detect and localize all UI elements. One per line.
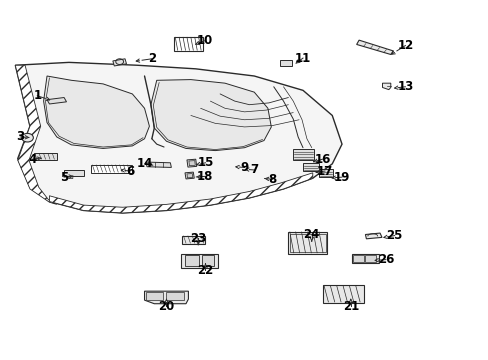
- Polygon shape: [144, 291, 188, 304]
- Polygon shape: [15, 62, 341, 213]
- Circle shape: [21, 134, 33, 142]
- Polygon shape: [113, 59, 126, 66]
- Text: 9: 9: [240, 161, 248, 174]
- Polygon shape: [146, 162, 171, 167]
- Text: 14: 14: [136, 157, 152, 170]
- Polygon shape: [49, 173, 312, 213]
- Text: 17: 17: [316, 165, 332, 177]
- Polygon shape: [186, 159, 196, 167]
- Text: 6: 6: [125, 165, 134, 177]
- Polygon shape: [151, 80, 271, 150]
- Text: 20: 20: [158, 300, 174, 313]
- Bar: [201, 255, 213, 266]
- Bar: [318, 169, 332, 177]
- Bar: [181, 253, 217, 268]
- Polygon shape: [356, 40, 392, 54]
- Bar: [34, 153, 57, 160]
- Text: 1: 1: [33, 89, 41, 102]
- Polygon shape: [15, 65, 57, 204]
- Polygon shape: [184, 172, 194, 179]
- Polygon shape: [68, 176, 73, 179]
- Text: 15: 15: [197, 156, 213, 169]
- Bar: [173, 37, 203, 51]
- Text: 12: 12: [396, 39, 413, 52]
- Bar: [365, 255, 375, 262]
- Bar: [91, 165, 132, 173]
- Bar: [184, 255, 198, 266]
- Bar: [352, 255, 363, 262]
- Bar: [322, 285, 363, 303]
- Text: 4: 4: [28, 153, 37, 166]
- Text: 5: 5: [60, 171, 68, 184]
- Text: 2: 2: [147, 52, 156, 65]
- Bar: [166, 292, 183, 300]
- Text: 23: 23: [190, 231, 206, 244]
- Polygon shape: [186, 174, 192, 178]
- Bar: [146, 292, 163, 300]
- Bar: [289, 234, 325, 252]
- Bar: [351, 254, 378, 263]
- Bar: [64, 170, 83, 176]
- Text: 22: 22: [197, 264, 213, 277]
- Text: 10: 10: [196, 34, 212, 48]
- Text: 8: 8: [268, 173, 276, 186]
- Text: 16: 16: [314, 153, 330, 166]
- Text: 3: 3: [16, 130, 24, 144]
- Text: 18: 18: [196, 170, 212, 183]
- Text: 7: 7: [250, 163, 258, 176]
- Polygon shape: [188, 161, 195, 166]
- Text: 19: 19: [333, 171, 349, 184]
- Text: 25: 25: [386, 229, 402, 242]
- Bar: [303, 163, 318, 171]
- Polygon shape: [47, 98, 66, 104]
- Bar: [182, 236, 205, 244]
- Bar: [279, 59, 291, 66]
- Polygon shape: [43, 76, 149, 148]
- Polygon shape: [365, 233, 381, 239]
- Polygon shape: [382, 83, 390, 90]
- Text: 21: 21: [342, 300, 358, 313]
- Bar: [293, 149, 313, 160]
- Text: 11: 11: [294, 51, 310, 64]
- Text: 26: 26: [377, 253, 393, 266]
- Bar: [288, 232, 327, 253]
- Text: 24: 24: [303, 228, 319, 241]
- Text: 13: 13: [396, 80, 413, 93]
